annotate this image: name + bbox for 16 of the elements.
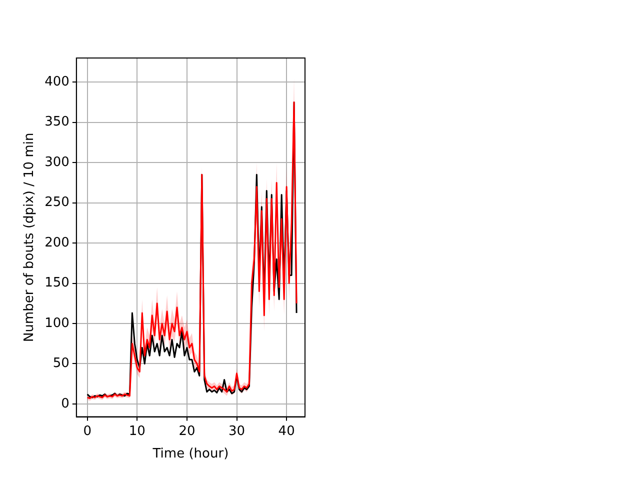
y-tick-label: 250 xyxy=(44,195,70,210)
x-tick-label: 0 xyxy=(83,424,92,439)
x-tick-label: 10 xyxy=(128,424,146,439)
y-axis-title: Number of bouts (dpix) / 10 min xyxy=(22,132,38,342)
y-tick-label: 0 xyxy=(61,396,70,412)
x-axis-title: Time (hour) xyxy=(152,446,229,462)
y-tick-label: 200 xyxy=(44,235,70,250)
y-tick-label: 350 xyxy=(44,114,70,130)
y-tick-label: 100 xyxy=(44,316,70,331)
y-tick-label: 400 xyxy=(44,74,70,90)
x-tick-label: 30 xyxy=(228,424,246,439)
x-tick-label: 40 xyxy=(278,424,295,439)
y-tick-label: 300 xyxy=(44,154,70,170)
y-tick-label: 150 xyxy=(44,276,70,291)
y-tick-label: 50 xyxy=(52,356,70,372)
x-tick-label: 20 xyxy=(178,424,196,439)
